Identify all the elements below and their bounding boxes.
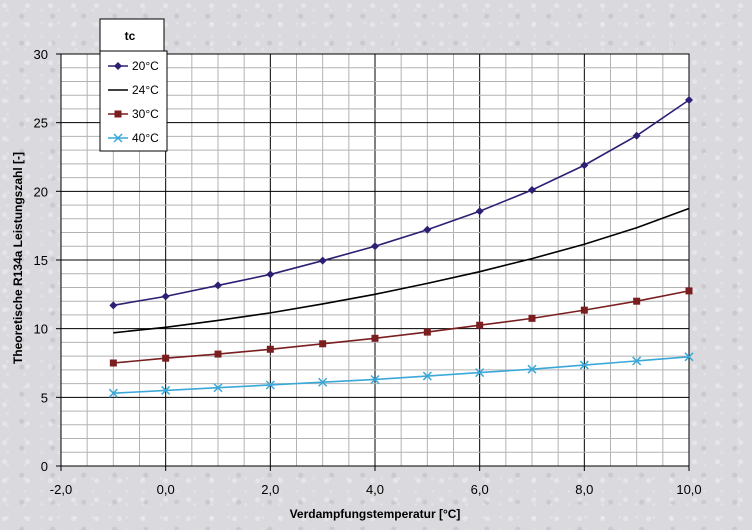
- data-point: [371, 242, 379, 251]
- data-point: [685, 96, 693, 105]
- y-tick-label: 20: [34, 184, 48, 199]
- data-point: [685, 287, 693, 295]
- data-point: [114, 110, 122, 118]
- data-point: [579, 360, 589, 370]
- data-point: [318, 377, 328, 387]
- y-axis-title: Theoretische R134a Leistungszahl [-]: [11, 152, 25, 364]
- x-tick-label: 4,0: [366, 482, 384, 497]
- series-1: [113, 207, 690, 334]
- legend-box: [99, 50, 168, 152]
- legend-title: tc: [125, 29, 136, 43]
- x-tick-label: -2,0: [50, 482, 72, 497]
- data-point: [422, 371, 432, 381]
- y-tick-label: 10: [34, 322, 48, 337]
- data-point: [108, 388, 118, 398]
- legend-label: 24°C: [132, 83, 159, 97]
- data-point: [214, 281, 222, 290]
- legend-item: 20°C: [108, 59, 159, 73]
- x-tick-label: 6,0: [471, 482, 489, 497]
- x-tick-label: 10,0: [676, 482, 701, 497]
- data-point: [265, 380, 275, 390]
- series-3: [108, 352, 694, 398]
- y-tick-label: 5: [41, 390, 48, 405]
- data-point: [318, 256, 327, 265]
- data-point: [475, 368, 485, 378]
- legend-label: 20°C: [132, 59, 159, 73]
- x-axis-title: Verdampfungstemperatur [°C]: [290, 507, 461, 521]
- data-point: [213, 383, 223, 393]
- data-point: [370, 374, 380, 385]
- series-line: [113, 290, 690, 364]
- series-line: [113, 207, 690, 334]
- y-tick-label: 0: [41, 459, 48, 474]
- data-point: [528, 185, 536, 194]
- data-point: [161, 385, 171, 395]
- data-point: [161, 292, 170, 301]
- data-point: [266, 270, 275, 279]
- data-point: [527, 364, 537, 374]
- y-tick-label: 30: [34, 47, 48, 62]
- data-point: [109, 359, 117, 367]
- series-2: [109, 287, 693, 367]
- data-point: [423, 328, 431, 336]
- x-tick-label: 0,0: [157, 482, 175, 497]
- legend-title-box: [99, 18, 165, 52]
- data-point: [114, 62, 122, 70]
- data-point: [113, 133, 123, 143]
- data-point: [632, 356, 642, 366]
- axes: [56, 53, 690, 471]
- data-point: [319, 340, 327, 348]
- data-point: [423, 225, 432, 234]
- legend-items: 20°C 24°C 30°C 40°C: [108, 59, 159, 145]
- data-point: [475, 207, 484, 216]
- data-point: [528, 314, 536, 322]
- data-point: [214, 350, 222, 358]
- data-point: [684, 352, 694, 362]
- series-line: [113, 356, 690, 395]
- legend-label: 40°C: [132, 131, 159, 145]
- x-tick-label: 2,0: [261, 482, 279, 497]
- data-point: [266, 345, 274, 353]
- legend-item: 24°C: [108, 83, 159, 97]
- x-tick-label: 8,0: [575, 482, 593, 497]
- y-tick-label: 15: [34, 253, 48, 268]
- tick-labels: -2,0 0,0 2,0 4,0 6,0 8,0 10,0 0 5 10 15 20 25 30: [34, 47, 702, 497]
- legend-label: 30°C: [132, 107, 159, 121]
- data-point: [632, 131, 641, 140]
- legend: tc 20°C 24°C 30°C 40°C: [99, 18, 168, 152]
- series-line: [113, 99, 690, 307]
- y-tick-label: 25: [34, 116, 48, 131]
- data-point: [109, 301, 118, 310]
- data-point: [476, 321, 484, 329]
- data-point: [580, 306, 588, 314]
- data-point: [371, 334, 379, 342]
- data-point: [580, 161, 589, 170]
- data-series: [108, 96, 694, 398]
- legend-item: 30°C: [108, 107, 159, 121]
- data-point: [162, 354, 170, 362]
- legend-item: 40°C: [108, 131, 159, 145]
- data-point: [633, 297, 641, 305]
- series-0: [109, 96, 693, 310]
